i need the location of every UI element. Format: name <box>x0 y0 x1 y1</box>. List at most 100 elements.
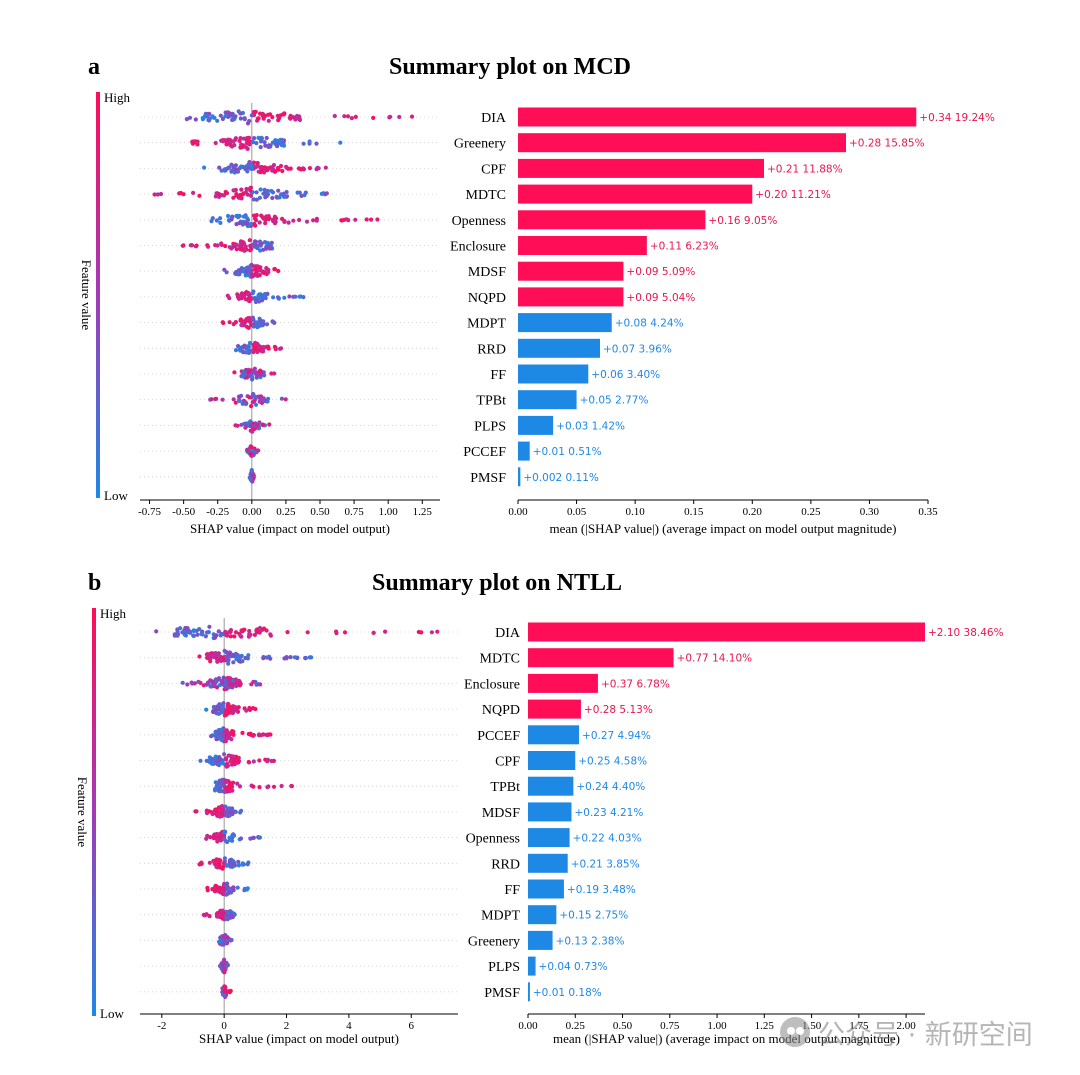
feature-label: DIA <box>495 626 521 641</box>
beeswarm-dot <box>208 684 213 689</box>
beeswarm-dot <box>247 142 252 147</box>
bar-value-label: +0.24 4.40% <box>576 781 645 793</box>
beeswarm-dot <box>227 652 232 657</box>
beeswarm-dot <box>206 117 211 123</box>
beeswarm-dot <box>234 193 239 198</box>
beeswarm-dot <box>276 167 281 172</box>
beeswarm-dot <box>264 135 269 141</box>
beeswarm-dot <box>254 218 259 223</box>
beeswarm-dot <box>205 655 210 660</box>
beeswarm-dot <box>288 655 293 660</box>
beeswarm-dot <box>232 370 237 375</box>
beeswarm-dot <box>230 806 235 811</box>
beeswarm-dot <box>240 861 245 866</box>
bar <box>518 338 600 358</box>
beeswarm-dot <box>241 214 246 219</box>
beeswarm-dot <box>397 114 402 120</box>
beeswarm-dot <box>253 223 258 228</box>
feature-label: PCCEF <box>463 445 506 460</box>
beeswarm-dot <box>245 169 250 174</box>
beeswarm-dot <box>217 755 222 760</box>
beeswarm-dots <box>152 109 415 484</box>
beeswarm-dot <box>210 679 215 684</box>
beeswarm-dot <box>268 656 273 661</box>
beeswarm-dot <box>195 632 200 637</box>
beeswarm-dot <box>218 633 223 638</box>
beeswarm-dot <box>225 633 230 638</box>
beeswarm-x-tick-label: 4 <box>346 1020 352 1032</box>
watermark-text: 公众号 · 新研空间 <box>818 1019 1033 1051</box>
beeswarm-dot <box>223 712 228 718</box>
beeswarm-dot <box>255 374 260 379</box>
feature-label: PLPS <box>488 960 520 975</box>
beeswarm-x-tick-label: 2 <box>284 1020 290 1032</box>
beeswarm-dot <box>220 992 226 997</box>
beeswarm-dot <box>180 630 185 635</box>
colorbar <box>92 608 96 1016</box>
beeswarm-dot <box>251 264 256 269</box>
wechat-icon <box>780 1017 810 1047</box>
beeswarm-dot <box>231 660 236 665</box>
beeswarm-dot <box>250 472 255 477</box>
beeswarm-dot <box>220 736 225 742</box>
beeswarm-dot <box>212 682 217 687</box>
beeswarm-dot <box>210 216 215 221</box>
beeswarm-dot <box>342 114 347 119</box>
beeswarm-dot <box>305 630 310 635</box>
beeswarm-dot <box>244 887 250 892</box>
beeswarm-dot <box>241 369 246 374</box>
beeswarm-dot <box>220 116 225 122</box>
bar <box>528 725 580 745</box>
bar <box>528 879 564 899</box>
beeswarm-dot <box>279 396 284 401</box>
beeswarm-dot <box>251 213 257 218</box>
beeswarm-dot <box>224 735 229 741</box>
beeswarm-dot <box>261 216 266 221</box>
beeswarm-dot <box>262 240 268 245</box>
feature-label: MDTC <box>466 188 506 203</box>
beeswarm-x-tick-label: -0.25 <box>206 506 229 518</box>
beeswarm-dot <box>236 859 241 865</box>
beeswarm-dot <box>240 730 245 736</box>
beeswarm-dot <box>217 939 222 944</box>
beeswarm-dot <box>304 219 310 224</box>
beeswarm-dot <box>235 272 240 277</box>
beeswarm-dot <box>251 160 257 165</box>
beeswarm-dot <box>371 115 376 120</box>
beeswarm-dot <box>253 299 258 305</box>
beeswarm-dot <box>223 804 228 809</box>
beeswarm-dot <box>282 219 287 224</box>
bar-value-label: +0.37 6.78% <box>601 678 670 690</box>
beeswarm-dot <box>253 165 258 170</box>
bar-value-label: +0.002 0.11% <box>523 472 599 484</box>
beeswarm-dot <box>222 970 227 975</box>
beeswarm-dot <box>220 866 225 871</box>
beeswarm-dot <box>231 732 236 738</box>
colorbar-axis-label: Feature value <box>75 777 90 848</box>
beeswarm-dot <box>228 759 233 764</box>
beeswarm-x-tick-label: -2 <box>157 1020 166 1032</box>
beeswarm-dot <box>207 624 212 629</box>
beeswarm-dot <box>248 188 253 193</box>
bar-x-label: mean (|SHAP value|) (average impact on m… <box>553 1031 900 1046</box>
bar <box>528 622 925 642</box>
beeswarm-dot <box>191 633 196 639</box>
beeswarm-dot <box>261 349 266 354</box>
beeswarm-dot <box>237 398 242 403</box>
beeswarm-x-tick-label: 0.50 <box>310 506 330 518</box>
bar-value-label: +0.04 0.73% <box>539 961 608 973</box>
beeswarm-dot <box>345 114 351 119</box>
beeswarm-dot <box>259 135 264 140</box>
beeswarm-dot <box>238 145 243 150</box>
beeswarm-dot <box>292 655 297 660</box>
beeswarm-dot <box>234 247 239 252</box>
beeswarm-dot <box>279 783 284 789</box>
bar <box>518 261 624 281</box>
beeswarm-dot <box>275 295 281 300</box>
bar-value-label: +0.25 4.58% <box>578 756 647 768</box>
bar-value-label: +0.16 9.05% <box>708 215 777 227</box>
beeswarm-dot <box>172 632 177 637</box>
beeswarm-dot <box>264 246 269 251</box>
beeswarm-dot <box>264 267 269 272</box>
